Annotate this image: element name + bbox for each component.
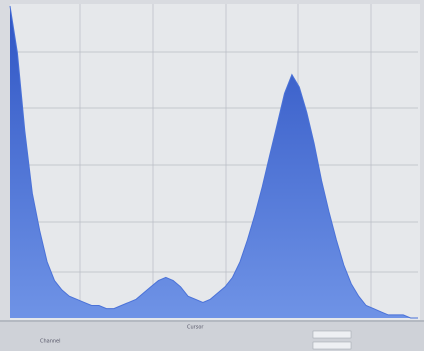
status-panel [0, 320, 424, 351]
cursor-label: Cursor [187, 325, 204, 331]
input-box[interactable] [313, 331, 351, 338]
page: {"chart_data": {"type": "area", "color":… [0, 0, 424, 351]
input-box[interactable] [313, 342, 351, 349]
plot-area [10, 4, 420, 320]
channel-label: Channel [40, 339, 61, 345]
spectrum-screen: Channel Cursor [0, 0, 424, 351]
